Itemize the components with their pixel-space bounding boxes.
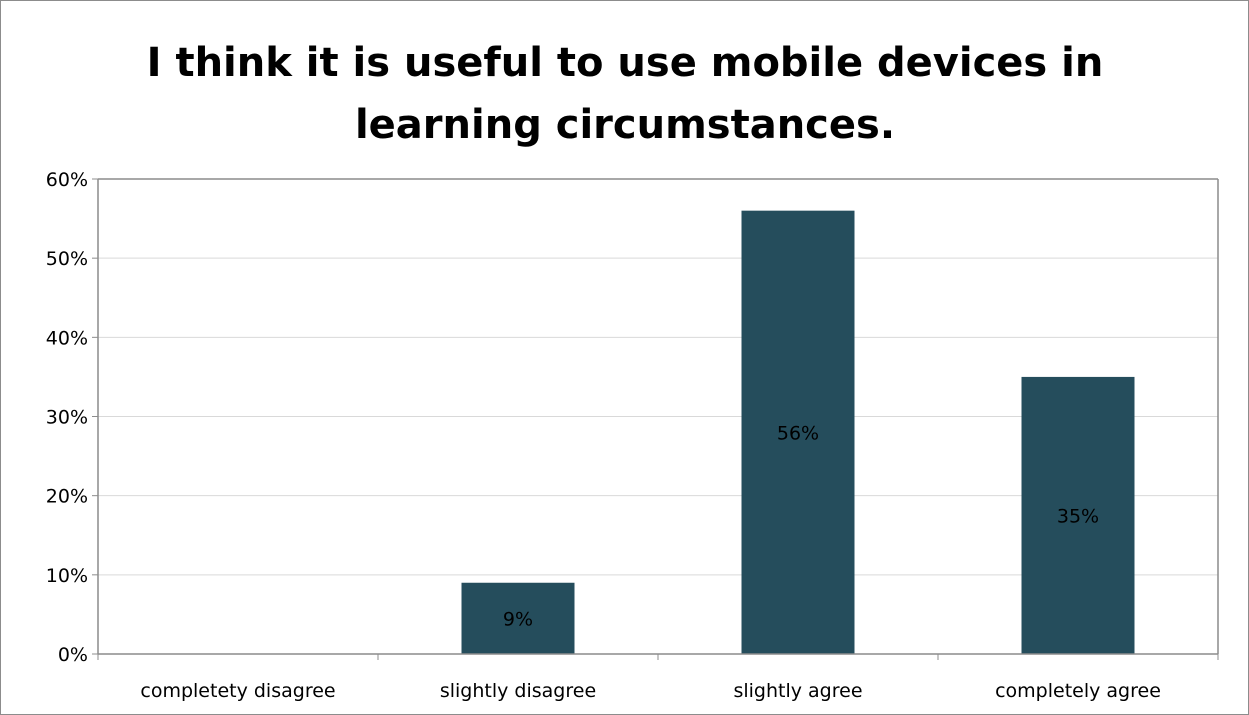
x-category-label-2: slightly agree <box>733 680 862 702</box>
y-tick-label-2: 20% <box>46 486 88 508</box>
chart-title-line-2: learning circumstances. <box>355 102 895 148</box>
y-tick-label-6: 60% <box>46 169 88 191</box>
y-tick-label-4: 40% <box>46 327 88 349</box>
axes <box>92 178 1219 660</box>
bars <box>461 210 1135 654</box>
y-tick-label-3: 30% <box>46 407 88 429</box>
data-label-1: 9% <box>503 608 533 630</box>
x-category-label-1: slightly disagree <box>440 680 596 702</box>
data-label-3: 35% <box>1057 505 1099 527</box>
chart-title-line-1: I think it is useful to use mobile devic… <box>147 40 1104 86</box>
y-tick-label-5: 50% <box>46 248 88 270</box>
y-tick-label-1: 10% <box>46 565 88 587</box>
bar-1 <box>461 582 575 654</box>
data-label-2: 56% <box>777 422 819 444</box>
x-category-label-3: completely agree <box>995 680 1161 702</box>
x-category-label-0: completety disagree <box>140 680 335 702</box>
bar-3 <box>1021 376 1135 654</box>
y-tick-label-0: 0% <box>58 644 88 666</box>
labels: 0% 10% 20% 30% 40% 50% 60% 9% 56% 35% completety d… <box>46 169 1161 702</box>
bar-2 <box>741 210 855 654</box>
